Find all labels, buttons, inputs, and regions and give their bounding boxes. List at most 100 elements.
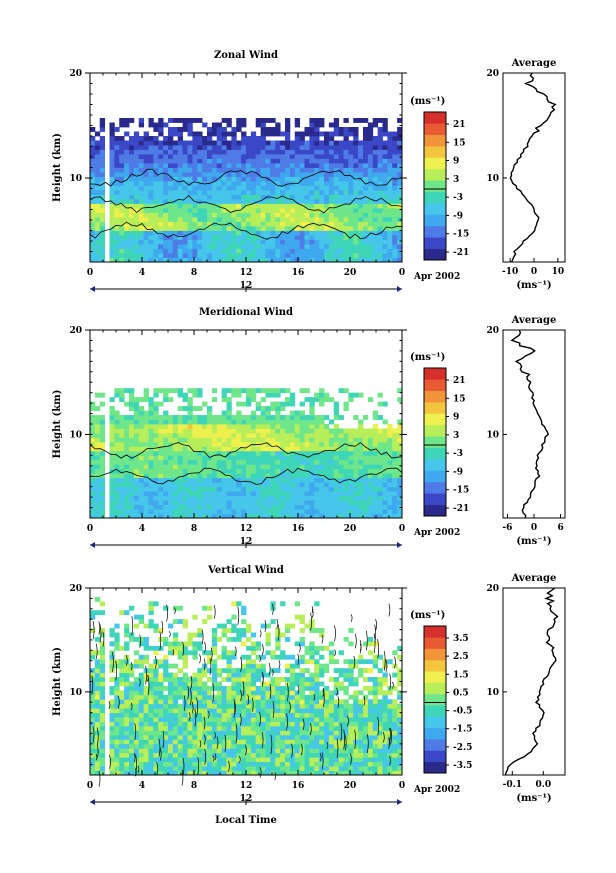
heatmap-cell [289, 757, 296, 763]
heatmap-cell [236, 513, 242, 519]
heatmap-cell [182, 491, 188, 497]
heatmap-cell [99, 708, 106, 714]
heatmap-cell [221, 217, 227, 222]
heatmap-cell [211, 257, 218, 263]
heatmap-cell [309, 208, 315, 213]
heatmap-cell [153, 473, 159, 479]
heatmap-cell [177, 450, 184, 456]
heatmap [90, 388, 403, 519]
heatmap-cell [119, 473, 125, 479]
heatmap-cell [294, 500, 301, 505]
heatmap-cell [138, 163, 145, 168]
heatmap-cell [221, 495, 227, 501]
heatmap-cell [314, 397, 320, 403]
heatmap-cell [207, 140, 213, 146]
heatmap-cell [114, 734, 120, 740]
heatmap-cell [90, 221, 96, 227]
heatmap-cell [221, 194, 227, 200]
heatmap-cell [377, 154, 383, 159]
heatmap-cell [114, 455, 120, 461]
heatmap-cell [270, 712, 276, 718]
heatmap-cell [275, 122, 281, 128]
heatmap-cell [211, 235, 218, 240]
heatmap-cell [211, 504, 218, 510]
heatmap-cell [328, 504, 335, 510]
heatmap-cell [163, 748, 169, 754]
heatmap-cell [153, 446, 159, 452]
heatmap-cell [314, 509, 320, 514]
colorbar-swatch [424, 191, 446, 204]
heatmap-cell [319, 248, 325, 254]
heatmap-cell [143, 659, 149, 665]
heatmap-cell [392, 482, 398, 488]
heatmap-cell [129, 491, 135, 497]
heatmap-cell [172, 450, 179, 456]
heatmap-cell [197, 668, 203, 673]
heatmap-cell [90, 495, 96, 501]
heatmap-cell [280, 694, 286, 700]
heatmap-cell [221, 770, 227, 776]
heatmap-cell [236, 140, 242, 146]
heatmap-cell [129, 199, 135, 204]
heatmap-cell [148, 752, 154, 758]
heatmap-cell [172, 459, 179, 465]
heatmap-cell [265, 455, 271, 461]
heatmap-cell [90, 235, 96, 240]
heatmap-cell [148, 158, 154, 164]
heatmap-cell [324, 244, 330, 249]
heatmap-cell [211, 650, 218, 656]
heatmap-cell [158, 149, 164, 155]
heatmap-cell [255, 437, 262, 443]
heatmap-cell [158, 450, 164, 456]
heatmap-cell [382, 464, 388, 470]
heatmap-cell [324, 226, 330, 231]
heatmap-cell [343, 257, 349, 263]
heatmap-cell [109, 748, 115, 754]
heatmap-cell [255, 690, 262, 696]
heatmap-cell [192, 253, 198, 258]
heatmap-cell [236, 244, 242, 249]
heatmap-cell [99, 450, 106, 456]
heatmap-cell [129, 739, 135, 745]
heatmap-cell [270, 703, 276, 709]
heatmap-cell [226, 712, 232, 718]
heatmap-cell [226, 685, 232, 691]
heatmap-cell [221, 504, 227, 510]
heatmap-cell [109, 446, 115, 452]
heatmap-cell [168, 685, 174, 691]
heatmap-cell [187, 632, 193, 638]
heatmap-cell [289, 185, 296, 191]
heatmap-cell [216, 748, 223, 754]
heatmap-cell [348, 392, 354, 398]
heatmap-cell [304, 397, 310, 403]
heatmap-cell [367, 441, 374, 447]
heatmap-cell [94, 419, 101, 425]
heatmap-cell [172, 428, 179, 434]
heatmap-cell [172, 248, 179, 254]
heatmap-cell [343, 244, 349, 249]
heatmap-cell [90, 163, 96, 168]
heatmap-cell [168, 450, 174, 456]
heatmap-cell [255, 401, 262, 407]
heatmap-cell [246, 500, 252, 505]
heatmap-cell [255, 257, 262, 263]
heatmap-cell [197, 770, 203, 776]
heatmap-cell [275, 632, 281, 638]
heatmap-cell [177, 681, 184, 687]
heatmap-cell [304, 419, 310, 425]
heatmap-cell [275, 437, 281, 443]
heatmap-cell [250, 632, 257, 638]
colorbar-swatch [424, 146, 446, 158]
heatmap-cell [109, 659, 115, 665]
heatmap-cell [109, 428, 115, 434]
heatmap-cell [367, 477, 374, 483]
heatmap-cell [163, 659, 169, 665]
heatmap-cell [265, 437, 271, 443]
heatmap-cell [187, 703, 193, 709]
profile-x-tick-label: -6 [502, 523, 512, 533]
heatmap-cell [138, 176, 145, 182]
heatmap-cell [250, 668, 257, 673]
heatmap-cell [260, 623, 266, 629]
heatmap-cell [275, 690, 281, 696]
